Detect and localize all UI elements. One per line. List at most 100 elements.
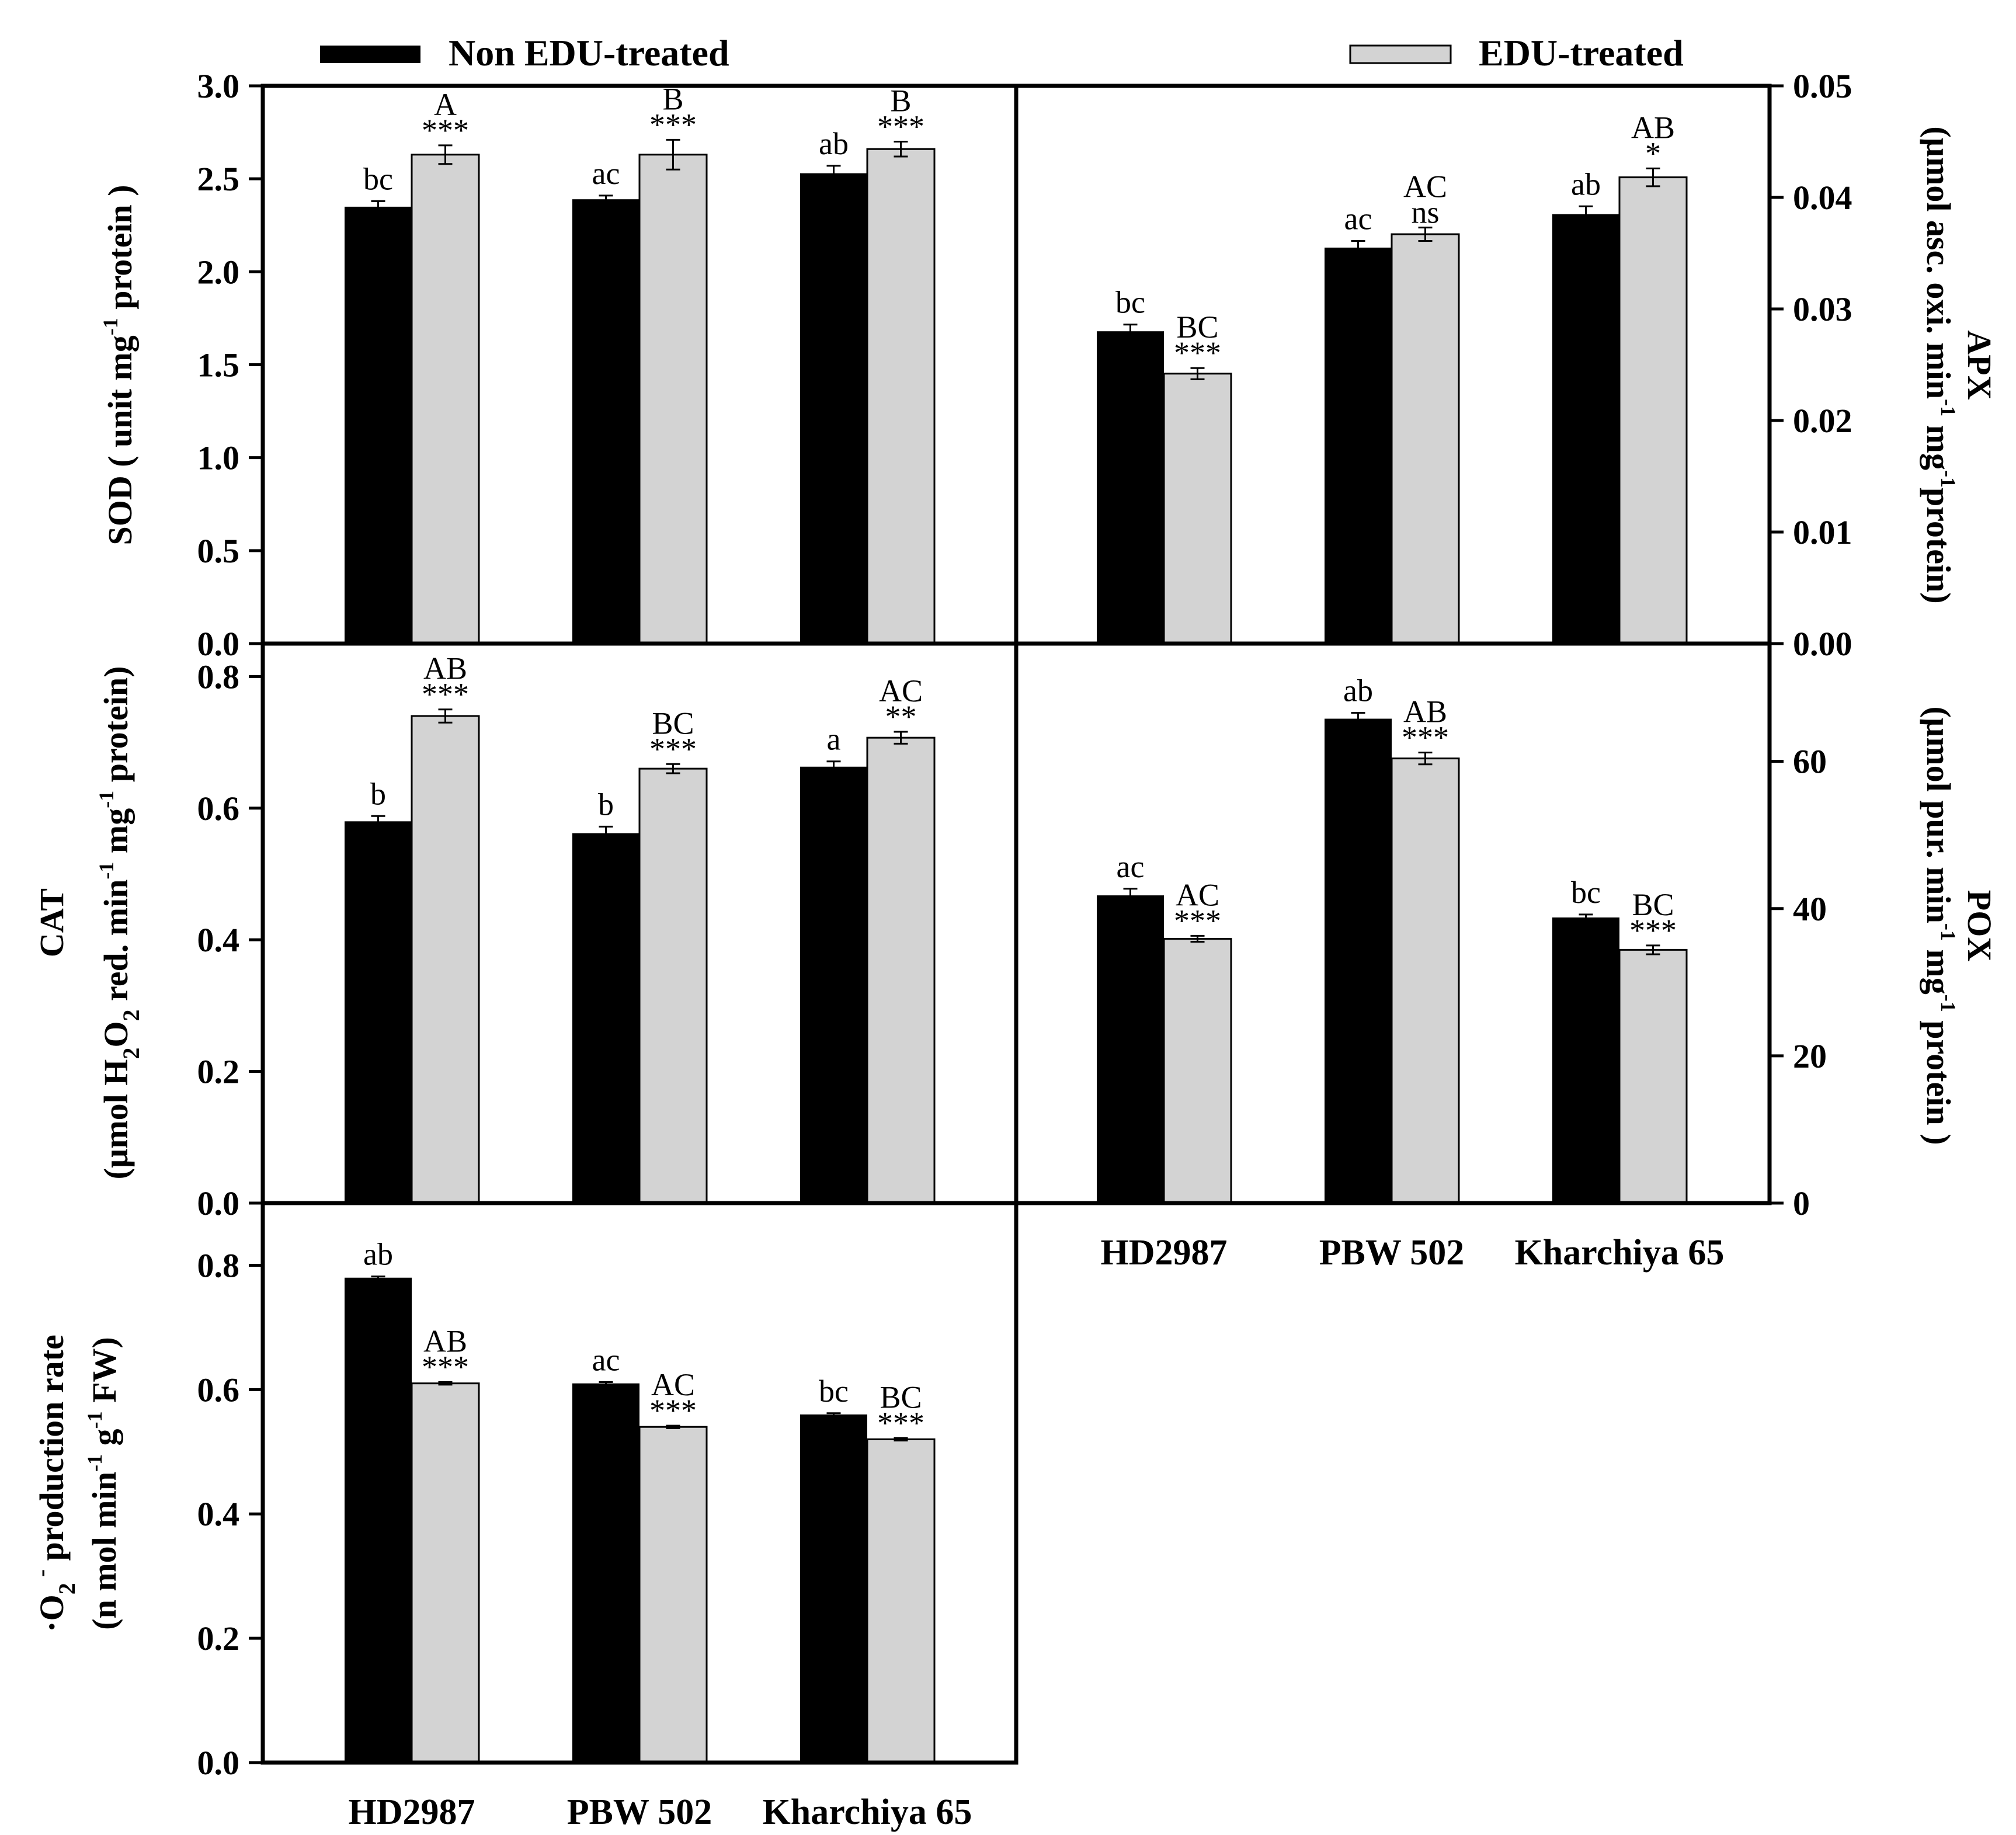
apx-ytick-label: 0.02 (1793, 402, 1852, 440)
superoxide-y-title-sup1: -1 (83, 1454, 106, 1472)
cat-bar-edu (411, 715, 480, 1204)
sod-y-title-tail: protein ) (101, 185, 139, 318)
cat-y-title: CAT (µmol H2O2 red. min-1 mg-1 protein) (33, 666, 144, 1180)
superoxide-letter-label: BC (880, 1379, 922, 1415)
superoxide-bar-edu (411, 1382, 480, 1764)
svg-text:(µmol H2O2 red. min-1 mg-1 pro: (µmol H2O2 red. min-1 mg-1 protein) (95, 666, 144, 1180)
superoxide-y-title-sup2: -1 (83, 1412, 106, 1429)
superoxide-y-title-sup: - (28, 1569, 54, 1583)
cat-y-title-line2-c: red. min (97, 880, 135, 1010)
superoxide-y-title-line2-a: (n mol min (85, 1472, 123, 1630)
apx-bar-edu (1391, 233, 1460, 645)
superoxide-y-title-line2-b: g (85, 1429, 123, 1455)
apx-letter-label: AB (1631, 110, 1675, 145)
pox-y-title-line2-a: (µmol pur. min (1920, 707, 1958, 923)
pox-category-label: Kharchiya 65 (1515, 1233, 1725, 1273)
pox-y-title-sup2: -1 (1937, 995, 1960, 1012)
sod-panel: 0.00.51.01.52.02.53.0bc***Aac***Bab ***B (197, 67, 936, 663)
apx-bar-non-edu (1552, 214, 1619, 644)
cat-ytick-label: 0.2 (197, 1053, 240, 1091)
pox-letter-label: ac (1117, 849, 1145, 884)
sod-ytick-label: 3.0 (197, 67, 240, 105)
apx-bar-edu (1163, 373, 1232, 645)
pox-ytick-label: 60 (1793, 743, 1827, 781)
superoxide-y-title-line2-c: FW) (85, 1337, 123, 1411)
sod-bar-non-edu (345, 206, 412, 644)
pox-ytick-label: 20 (1793, 1037, 1827, 1075)
cat-y-title-line1: CAT (33, 888, 71, 957)
pox-y-title-sup1: -1 (1937, 923, 1960, 941)
pox-letter-label: BC (1632, 887, 1674, 922)
cat-bar-non-edu (345, 821, 412, 1203)
superoxide-bar-non-edu (572, 1383, 639, 1763)
superoxide-bar-edu (638, 1426, 708, 1764)
cat-letter-label: b (598, 787, 614, 822)
sod-letter-label: A (434, 87, 457, 122)
apx-significance-label: * (1645, 135, 1661, 171)
pox-ytick-label: 40 (1793, 890, 1827, 928)
apx-y-title-line1: APX (1961, 330, 1998, 399)
sod-ytick-label: 0.5 (197, 532, 240, 570)
cat-bar-non-edu (572, 833, 639, 1203)
superoxide-letter-label: ab (363, 1237, 393, 1272)
superoxide-letter-label: ac (592, 1343, 620, 1378)
apx-ytick-label: 0.01 (1793, 513, 1852, 551)
legend-label-non-edu: Non EDU-treated (449, 32, 729, 74)
cat-ytick-label: 0.0 (197, 1184, 240, 1222)
superoxide-category-label: HD2987 (349, 1792, 475, 1832)
sod-letter-label: bc (363, 161, 393, 196)
sod-letter-label: B (890, 84, 911, 119)
cat-y-title-sup1: -1 (95, 862, 118, 880)
apx-letter-label: AC (1403, 169, 1447, 204)
apx-y-title-line2-a: (µmol asc. oxi. min (1920, 126, 1958, 399)
apx-ytick-label: 0.05 (1793, 67, 1852, 105)
superoxide-bar-non-edu (345, 1277, 412, 1763)
cat-panel: 0.00.20.40.60.8b***ABb***BC a**AC (197, 651, 936, 1222)
apx-y-title-line2-b: mg (1920, 416, 1958, 470)
pox-y-title-line1: POX (1961, 890, 1998, 962)
sod-letter-label: ac (592, 156, 620, 191)
superoxide-y-title-line1-b: production rate (33, 1334, 71, 1569)
cat-letter-label: b (370, 776, 386, 811)
apx-letter-label: bc (1115, 285, 1145, 320)
bottom-left-frame (260, 1201, 1019, 1765)
pox-ytick-label: 0 (1793, 1184, 1810, 1222)
apx-ytick-label: 0.03 (1793, 290, 1852, 328)
apx-y-title-sup2: -1 (1937, 470, 1960, 488)
superoxide-y-title-sub: 2 (54, 1583, 80, 1594)
apx-y-title-line2-c: protein) (1920, 488, 1958, 604)
apx-bar-edu (1618, 176, 1688, 645)
cat-y-title-sup2: -1 (95, 791, 118, 808)
superoxide-category-label: PBW 502 (567, 1792, 712, 1832)
sod-y-title: SOD ( unit mg-1 protein ) (99, 185, 139, 545)
superoxide-ytick-label: 0.6 (197, 1371, 240, 1409)
legend-label-edu: EDU-treated (1479, 32, 1684, 74)
apx-y-title: APX (µmol asc. oxi. min-1 mg-1protein) (1920, 126, 1998, 603)
svg-text:SOD ( unit mg-1 protein ): SOD ( unit mg-1 protein ) (99, 185, 139, 545)
superoxide-y-title-line1-a: ·O (33, 1594, 71, 1632)
cat-y-title-sub1: 2 (118, 1048, 144, 1059)
superoxide-significance-label: *** (877, 1405, 924, 1440)
superoxide-letter-label: AB (423, 1324, 467, 1359)
superoxide-ytick-label: 0.8 (197, 1246, 240, 1284)
sod-ytick-label: 2.0 (197, 253, 240, 291)
pox-y-title-line2-b: mg (1920, 941, 1958, 995)
superoxide-bar-non-edu (800, 1414, 867, 1763)
cat-y-title-line2-d: mg (97, 808, 135, 862)
sod-y-title-sup: -1 (99, 318, 122, 335)
pox-bar-edu (1618, 948, 1688, 1204)
superoxide-ytick-label: 0.2 (197, 1619, 240, 1657)
pox-bar-edu (1391, 757, 1460, 1204)
superoxide-y-title: ·O2 - production rate (n mol min-1 g-1 F… (28, 1334, 123, 1632)
apx-ytick-label: 0.04 (1793, 179, 1852, 217)
svg-text:(µmol pur. min-1 mg-1 protein: (µmol pur. min-1 mg-1 protein ) (1920, 707, 1960, 1145)
pox-significance-label: *** (1402, 720, 1449, 755)
pox-significance-label: *** (1174, 903, 1221, 938)
pox-significance-label: *** (1629, 913, 1677, 948)
legend-swatch-non-edu (320, 46, 420, 63)
apx-letter-label: ac (1344, 201, 1372, 236)
sod-significance-label: *** (422, 113, 469, 148)
